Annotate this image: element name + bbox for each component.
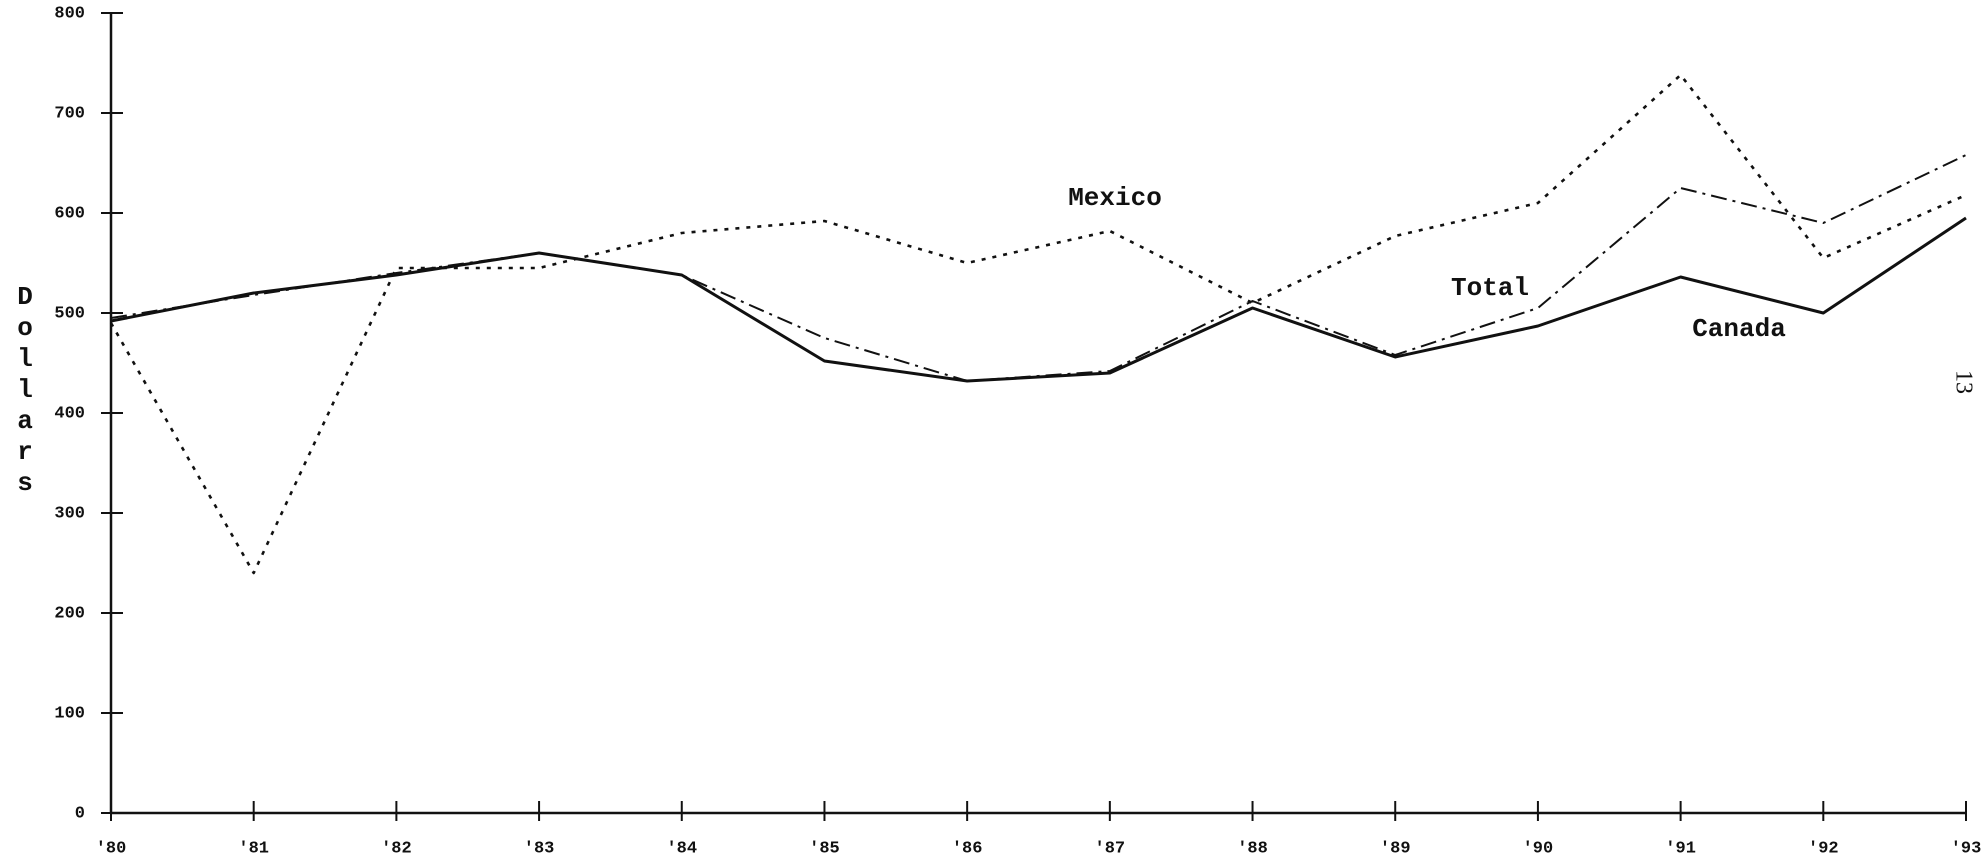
x-tick-label: '80: [96, 839, 127, 858]
series-label: Mexico: [1068, 183, 1162, 213]
x-tick-label: '90: [1523, 839, 1554, 858]
series-line: [110, 154, 1967, 382]
y-tick-label: 600: [54, 204, 85, 223]
series-line: [109, 73, 1967, 575]
y-tick-label: 400: [54, 404, 85, 423]
y-tick-label: 100: [54, 704, 85, 723]
x-tick-label: '85: [809, 839, 840, 858]
y-tick-label: 0: [75, 804, 85, 823]
y-tick-label: 700: [54, 104, 85, 123]
x-tick-label: '91: [1665, 839, 1696, 858]
y-tick-label: 200: [54, 604, 85, 623]
x-tick-label: '87: [1095, 839, 1126, 858]
y-tick-label: 800: [54, 4, 85, 23]
x-tick-label: '88: [1237, 839, 1268, 858]
x-tick-label: '86: [952, 839, 983, 858]
x-tick-label: '82: [381, 839, 412, 858]
x-tick-label: '92: [1808, 839, 1839, 858]
x-tick-label: '81: [238, 839, 269, 858]
series-label: Canada: [1692, 314, 1786, 344]
series-line: [110, 216, 1967, 383]
series-label: Total: [1451, 273, 1529, 303]
x-tick-label: '93: [1951, 839, 1982, 858]
page-number: 13: [1950, 370, 1976, 394]
x-tick-label: '89: [1380, 839, 1411, 858]
y-axis-label: Dollars: [10, 282, 40, 499]
x-tick-label: '83: [524, 839, 555, 858]
y-tick-label: 500: [54, 304, 85, 323]
x-tick-label: '84: [666, 839, 697, 858]
y-tick-label: 300: [54, 504, 85, 523]
